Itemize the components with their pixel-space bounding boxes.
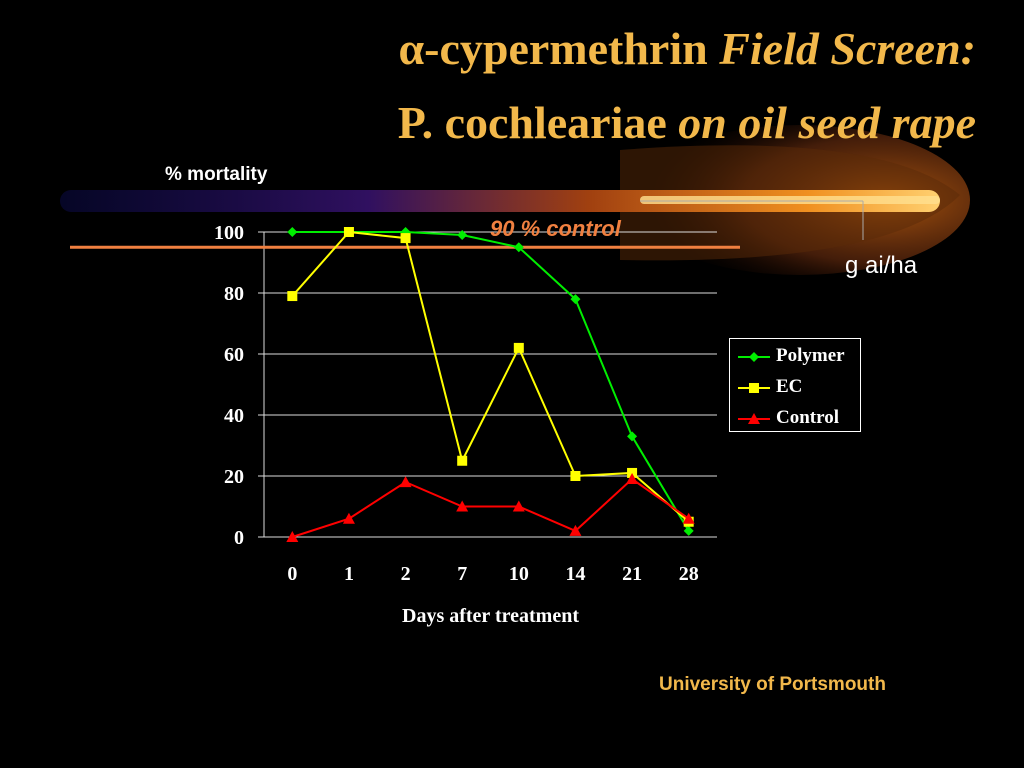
y-tick-labels: 0 20 40 60 80 100: [214, 222, 244, 549]
x-tick-label-2: 2: [401, 563, 411, 585]
control-annotation: 90 % control: [490, 216, 621, 241]
legend-swatch-ec: [738, 383, 770, 393]
series-line-control: [292, 477, 690, 538]
point-polymer-28: [683, 525, 694, 536]
x-tick-label-28: 28: [679, 563, 699, 585]
x-axis-title: Days after treatment: [402, 605, 579, 627]
title-field-screen: Field Screen:: [719, 23, 976, 74]
legend-label-polymer: Polymer: [776, 345, 845, 366]
y-axis-title: % mortality: [165, 164, 268, 185]
x-tick-label-14: 14: [565, 563, 585, 585]
series-line-ec: [291, 230, 690, 523]
footer-credit: University of Portsmouth: [659, 674, 886, 695]
point-control-2: [399, 476, 412, 488]
slide-title-line2: P. cochleariae on oil seed rape: [398, 100, 976, 146]
point-ec-21: [627, 467, 638, 478]
y-tick-label-20: 20: [224, 466, 244, 488]
point-polymer-0: [287, 227, 298, 237]
y-tick-label-60: 60: [224, 344, 244, 366]
title-species: P. cochleariae: [397, 97, 667, 148]
series-line-polymer: [292, 231, 690, 532]
point-ec-1: [343, 227, 354, 237]
point-ec-14: [570, 471, 581, 481]
y-tick-label-0: 0: [234, 527, 244, 549]
point-control-7: [456, 500, 469, 512]
unit-label: g ai/ha: [845, 252, 918, 279]
legend-swatch-control: [738, 413, 770, 424]
x-tick-labels: 0 1 2 7 10 14 21 28: [287, 563, 698, 585]
legend-item-control: Control: [738, 405, 856, 429]
x-tick-label-0: 0: [287, 563, 297, 585]
x-tick-label-21: 21: [622, 563, 642, 585]
x-tick-label-7: 7: [457, 563, 467, 585]
point-polymer-14: [570, 294, 581, 305]
title-crop: on oil seed rape: [678, 97, 976, 148]
y-tick-label-100: 100: [214, 222, 244, 244]
point-control-10: [512, 500, 525, 512]
point-polymer-7: [457, 230, 468, 241]
point-control-0: [286, 531, 299, 542]
legend-item-polymer: Polymer: [738, 343, 856, 367]
point-control-14: [569, 524, 582, 536]
point-polymer-10: [513, 242, 524, 253]
point-ec-10: [513, 342, 524, 353]
point-ec-0: [287, 291, 298, 302]
x-tick-label-1: 1: [344, 563, 354, 585]
legend-item-ec: EC: [738, 374, 856, 398]
legend-label-control: Control: [776, 407, 839, 428]
legend: Polymer EC Control: [729, 338, 861, 432]
series-group: [286, 227, 695, 542]
legend-label-ec: EC: [776, 376, 803, 397]
point-polymer-21: [627, 431, 638, 442]
slide-title-line1: α-cypermethrin Field Screen:: [398, 26, 976, 72]
series-control: [286, 473, 695, 542]
series-polymer: [287, 227, 694, 536]
axes: [258, 231, 717, 538]
title-compound: α-cypermethrin: [398, 23, 708, 74]
point-ec-7: [457, 455, 468, 466]
point-ec-2: [400, 233, 411, 244]
legend-swatch-polymer: [738, 352, 770, 362]
point-control-28: [682, 512, 695, 524]
point-control-1: [342, 512, 355, 524]
x-tick-label-10: 10: [509, 563, 529, 585]
y-tick-label-80: 80: [224, 283, 244, 305]
point-control-21: [626, 473, 639, 485]
y-tick-label-40: 40: [224, 405, 244, 427]
